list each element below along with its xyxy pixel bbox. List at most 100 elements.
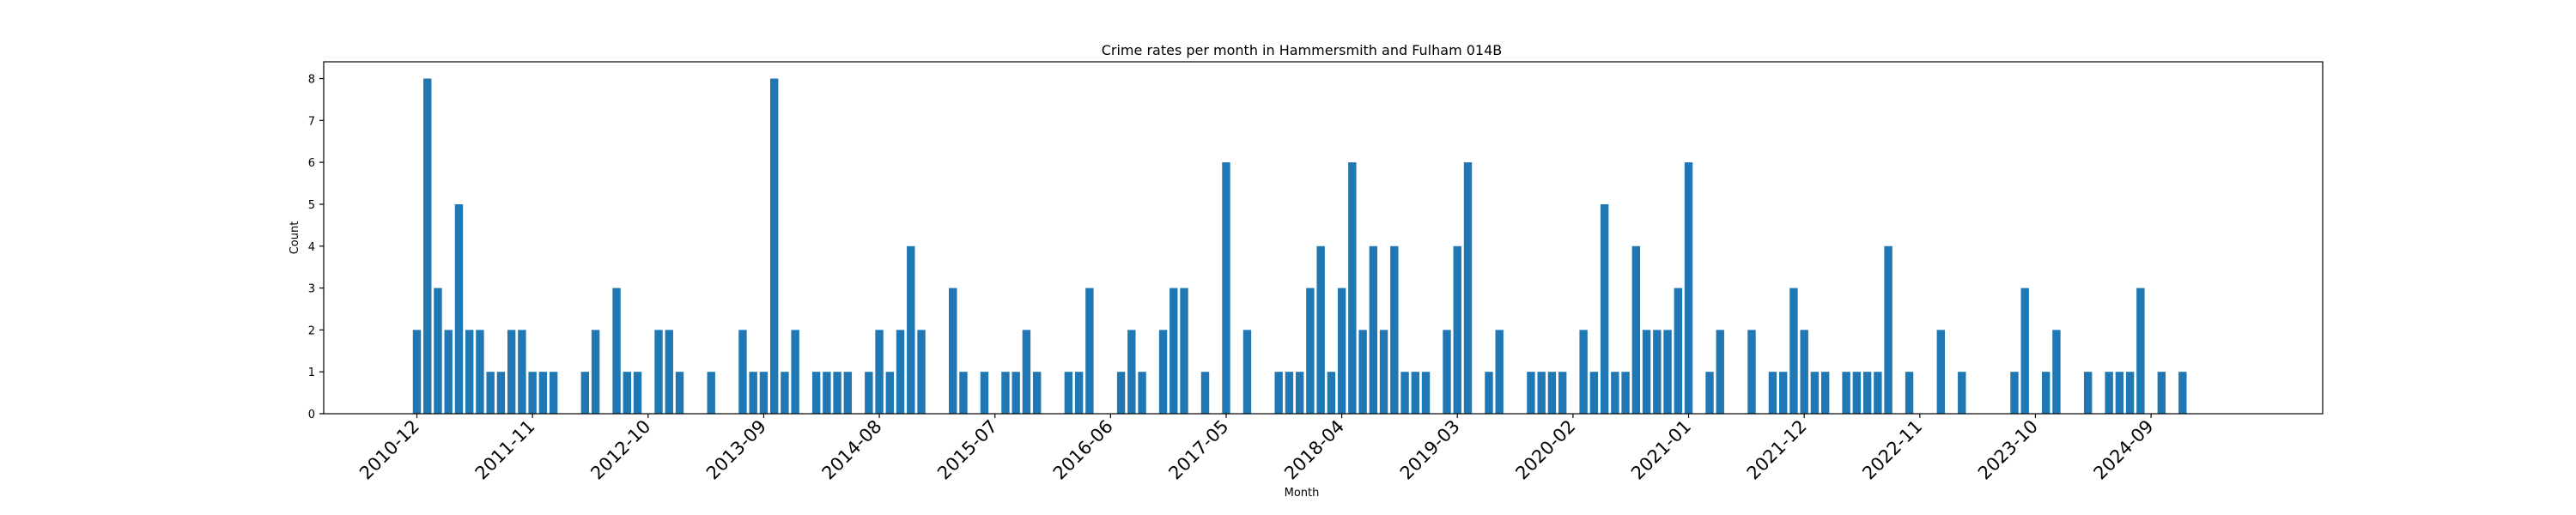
x-tick-label: 2017-05: [1164, 416, 1232, 484]
y-tick-label: 4: [308, 241, 315, 254]
x-tick-label: 2024-09: [2090, 416, 2158, 484]
bar: [580, 372, 590, 414]
bar: [1862, 372, 1872, 414]
bar: [1074, 372, 1084, 414]
bar: [833, 372, 841, 414]
bar: [1537, 372, 1546, 414]
x-tick-label: 2012-10: [586, 416, 654, 484]
bar: [1936, 330, 1945, 414]
bar: [2136, 288, 2145, 414]
bar: [1390, 245, 1399, 414]
bar: [1874, 372, 1882, 414]
chart-title: Crime rates per month in Hammersmith and…: [1102, 42, 1503, 58]
bar: [1001, 372, 1010, 414]
bar: [1663, 330, 1672, 414]
x-tick-label: 2023-10: [1974, 416, 2042, 484]
plot-frame: [323, 61, 2324, 415]
bar: [1611, 372, 1619, 414]
bar: [1348, 162, 1357, 414]
x-axis-label: Month: [1285, 487, 1320, 500]
y-tick-label: 1: [308, 367, 315, 379]
bar: [1180, 288, 1188, 414]
bar: [959, 372, 968, 414]
bar: [654, 330, 663, 414]
bar: [1127, 330, 1136, 414]
y-tick-label: 2: [308, 324, 315, 337]
bar: [465, 330, 474, 414]
bar: [1400, 372, 1409, 414]
bar: [823, 372, 831, 414]
bar: [896, 330, 905, 414]
bar: [1285, 372, 1294, 414]
bar: [2083, 372, 2093, 414]
bar: [1085, 288, 1094, 414]
bar: [1295, 372, 1304, 414]
bar: [1589, 372, 1599, 414]
bar: [665, 330, 673, 414]
bar: [1306, 288, 1315, 414]
y-tick-label: 3: [308, 283, 315, 296]
bar: [1274, 372, 1283, 414]
bar: [633, 372, 642, 414]
x-tick-label: 2018-04: [1280, 416, 1348, 484]
plot-area: 0 1 2 3 4 5 6 7 8 2010-12 2011-11 2012-10 2013-09 201…: [308, 61, 2324, 484]
bar: [843, 372, 853, 414]
bar: [2178, 372, 2187, 414]
bar: [738, 330, 747, 414]
y-tick-label: 0: [308, 409, 315, 421]
x-tick-label: 2014-08: [818, 416, 886, 484]
bar: [1642, 330, 1651, 414]
bar: [865, 372, 873, 414]
bar: [980, 372, 989, 414]
bar: [486, 372, 495, 414]
bar: [1779, 372, 1788, 414]
bar: [2105, 372, 2113, 414]
bar: [1012, 372, 1020, 414]
bar: [1768, 372, 1777, 414]
x-tick-label: 2022-11: [1858, 416, 1926, 484]
bar: [507, 330, 516, 414]
bar: [1852, 372, 1862, 414]
bar: [1495, 330, 1504, 414]
bar: [1222, 162, 1230, 414]
x-tick-label: 2021-12: [1743, 416, 1811, 484]
bar: [2115, 372, 2124, 414]
bar: [907, 245, 915, 414]
bar: [1621, 372, 1630, 414]
x-tick-label: 2016-06: [1049, 416, 1117, 484]
bar: [2010, 372, 2019, 414]
x-tick-label: 2020-02: [1511, 416, 1579, 484]
bar: [476, 330, 484, 414]
bar: [675, 372, 684, 414]
bar: [1810, 372, 1820, 414]
bar: [1631, 245, 1641, 414]
x-tick-label: 2013-09: [702, 416, 770, 484]
bar: [1316, 245, 1325, 414]
bar: [769, 78, 779, 415]
bar: [1747, 330, 1756, 414]
bar: [1674, 288, 1682, 414]
bar: [949, 288, 957, 414]
x-tick-label: 2010-12: [355, 416, 423, 484]
bar: [1032, 372, 1042, 414]
bar: [1337, 288, 1346, 414]
bar: [423, 78, 432, 415]
bar: [1716, 330, 1724, 414]
bar: [412, 330, 422, 414]
bar: [749, 372, 757, 414]
x-tick-label: 2011-11: [471, 416, 539, 484]
bar: [885, 372, 894, 414]
bar: [1453, 245, 1461, 414]
bar: [1705, 372, 1714, 414]
y-tick-label: 6: [308, 157, 315, 170]
bar: [1116, 372, 1126, 414]
bar: [1820, 372, 1830, 414]
bar: [1064, 372, 1073, 414]
bar: [1600, 203, 1609, 414]
y-tick-label: 8: [308, 74, 315, 87]
bar: [2042, 372, 2050, 414]
y-tick-label: 5: [308, 199, 315, 212]
bar: [1242, 330, 1252, 414]
